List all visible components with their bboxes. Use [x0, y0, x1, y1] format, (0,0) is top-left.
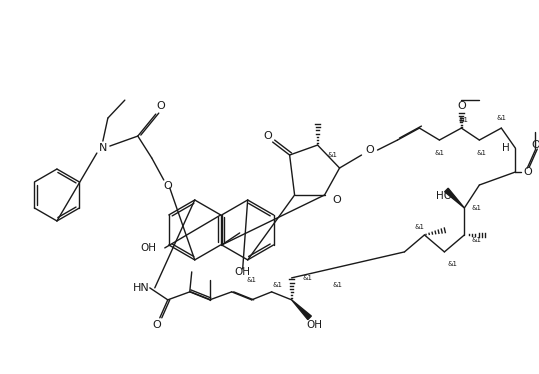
Text: &1: &1 — [458, 117, 468, 123]
Text: &1: &1 — [434, 150, 445, 156]
Text: &1: &1 — [273, 282, 282, 288]
Text: &1: &1 — [414, 224, 424, 230]
Text: O: O — [365, 145, 374, 155]
Text: O: O — [163, 181, 172, 191]
Text: O: O — [523, 167, 532, 177]
Text: &1: &1 — [496, 115, 506, 121]
Text: &1: &1 — [476, 150, 486, 156]
Text: N: N — [99, 143, 107, 153]
Text: O: O — [531, 140, 539, 150]
Text: &1: &1 — [333, 282, 343, 288]
Text: O: O — [153, 320, 161, 330]
Text: O: O — [156, 101, 165, 111]
Text: OH: OH — [307, 320, 322, 330]
Text: OH: OH — [234, 267, 251, 277]
Text: OH: OH — [141, 243, 157, 253]
Text: H: H — [502, 143, 509, 153]
Text: &1: &1 — [328, 152, 337, 158]
Text: &1: &1 — [247, 277, 257, 283]
Text: &1: &1 — [447, 261, 458, 267]
Text: &1: &1 — [472, 237, 481, 243]
Text: &1: &1 — [302, 275, 313, 281]
Text: O: O — [457, 101, 466, 111]
Polygon shape — [292, 300, 312, 320]
Polygon shape — [445, 188, 465, 208]
Text: HN: HN — [133, 283, 150, 293]
Text: O: O — [332, 195, 341, 205]
Text: &1: &1 — [472, 205, 481, 211]
Text: HO: HO — [437, 191, 452, 201]
Text: O: O — [263, 131, 272, 141]
